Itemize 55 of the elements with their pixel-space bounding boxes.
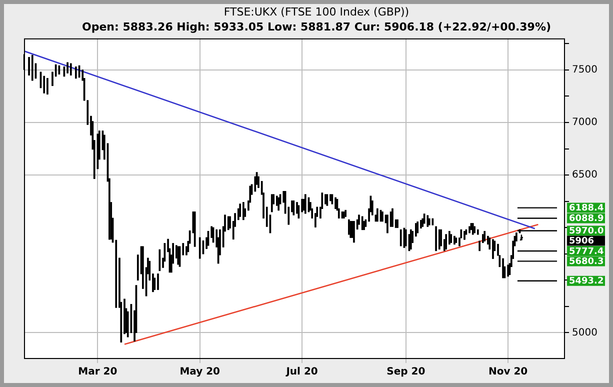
- candlestick: [154, 277, 156, 290]
- candlestick: [400, 229, 402, 246]
- candlestick: [82, 69, 84, 82]
- ref-line-label: 5777.4: [569, 246, 604, 257]
- chart-title: FTSE:UKX (FTSE 100 Index (GBP)): [224, 5, 410, 18]
- y-tick-label: 5000: [572, 327, 598, 338]
- candlestick: [353, 220, 355, 243]
- candlestick: [157, 273, 159, 290]
- candlestick: [408, 234, 410, 252]
- candlestick: [492, 238, 494, 260]
- candlestick: [361, 216, 364, 230]
- candlestick: [326, 194, 328, 206]
- candlestick: [502, 258, 504, 278]
- chart-subtitle: Open: 5883.26 High: 5933.05 Low: 5881.87 Cur: 5906.18 (+22.92/+00.39%): [82, 20, 552, 34]
- candlestick: [270, 194, 273, 212]
- y-tick-label: 7000: [572, 117, 598, 128]
- candlestick: [254, 176, 256, 192]
- ref-line-label: 6188.4: [569, 204, 604, 214]
- candlestick: [194, 212, 196, 247]
- candlestick: [416, 221, 419, 234]
- candlestick: [31, 54, 34, 81]
- x-tick-label: May 20: [180, 366, 220, 378]
- candlestick: [392, 208, 394, 228]
- candlestick: [178, 246, 181, 267]
- candlestick: [296, 202, 298, 214]
- candlestick: [187, 240, 190, 252]
- candlestick: [438, 229, 440, 250]
- x-tick-label: Mar 20: [78, 366, 118, 378]
- ref-line-label: 5970.0: [569, 226, 604, 237]
- candlestick: [426, 214, 429, 228]
- ref-line-label: 5493.2: [569, 276, 604, 287]
- candlestick: [66, 62, 68, 74]
- candlestick: [158, 249, 161, 272]
- candlestick: [198, 237, 201, 259]
- ref-line-label: 5680.3: [569, 257, 604, 268]
- candlestick: [70, 63, 72, 76]
- candlestick: [428, 218, 430, 226]
- y-tick-label: 6500: [572, 170, 598, 181]
- candlestick: [219, 229, 221, 256]
- x-tick-label: Sep 20: [386, 366, 426, 378]
- candlestick: [58, 65, 60, 74]
- candlestick: [324, 194, 326, 205]
- x-tick-label: Nov 20: [488, 366, 528, 378]
- candlestick: [472, 222, 474, 236]
- candlestick: [435, 226, 437, 252]
- candlestick: [484, 230, 486, 242]
- candlestick: [43, 76, 46, 94]
- candlestick: [227, 216, 230, 230]
- candlestick: [63, 66, 66, 77]
- ref-line-label: 6088.9: [569, 214, 604, 224]
- x-tick-label: Jul 20: [285, 366, 318, 378]
- y-tick-label: 7500: [572, 64, 598, 76]
- candlestick: [292, 200, 295, 216]
- candlestick: [115, 240, 118, 308]
- text: 5906: [569, 236, 594, 247]
